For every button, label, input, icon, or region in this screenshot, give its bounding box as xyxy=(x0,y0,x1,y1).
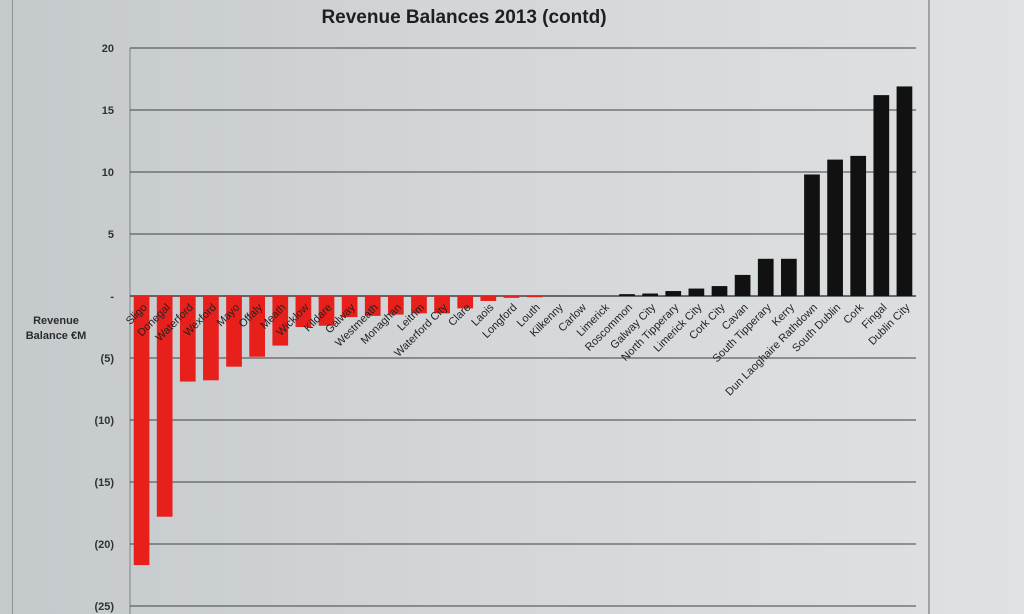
bar xyxy=(295,296,312,327)
bar xyxy=(203,296,219,381)
chart-title: Revenue Balances 2013 (contd) xyxy=(321,7,607,28)
bar xyxy=(156,296,173,517)
bar xyxy=(434,296,450,314)
y-tick-label: 15 xyxy=(102,105,114,117)
bar xyxy=(387,296,404,315)
bar xyxy=(318,296,335,326)
bar xyxy=(665,291,682,296)
bar xyxy=(226,296,242,367)
bar xyxy=(249,296,266,357)
bar xyxy=(780,258,797,296)
y-tick-label: (5) xyxy=(101,353,115,365)
bar xyxy=(364,296,381,316)
bar xyxy=(411,296,427,314)
bar xyxy=(133,296,150,566)
bar xyxy=(503,296,520,298)
bar xyxy=(827,159,843,296)
bar xyxy=(272,296,289,346)
bar xyxy=(457,296,474,309)
bar xyxy=(711,286,728,296)
y-tick-label: (25) xyxy=(94,601,114,613)
y-tick-label: 20 xyxy=(102,43,114,55)
bar xyxy=(179,296,196,382)
bar xyxy=(480,296,497,301)
bar xyxy=(757,258,774,296)
y-axis-label-line-1: Revenue xyxy=(33,315,79,327)
bar xyxy=(896,86,913,296)
bar xyxy=(688,288,705,296)
y-tick-label: 10 xyxy=(102,167,114,179)
screen-edge-left xyxy=(12,0,13,614)
y-tick-label: (20) xyxy=(94,539,114,551)
y-tick-label: (15) xyxy=(94,477,114,489)
bar xyxy=(642,293,659,296)
bar xyxy=(804,174,820,296)
bar xyxy=(619,294,635,296)
bar xyxy=(734,274,751,296)
bar xyxy=(341,296,358,318)
bar xyxy=(850,155,867,296)
y-axis-label-line-2: Balance €M xyxy=(25,330,87,342)
y-tick-label: (10) xyxy=(94,415,114,427)
y-tick-label: 5 xyxy=(108,229,114,241)
bar xyxy=(873,95,890,297)
y-tick-label: - xyxy=(110,291,114,303)
bar xyxy=(526,296,543,298)
y-axis-label: Revenue Balance €M xyxy=(14,314,98,344)
screen-edge-right xyxy=(928,0,930,614)
